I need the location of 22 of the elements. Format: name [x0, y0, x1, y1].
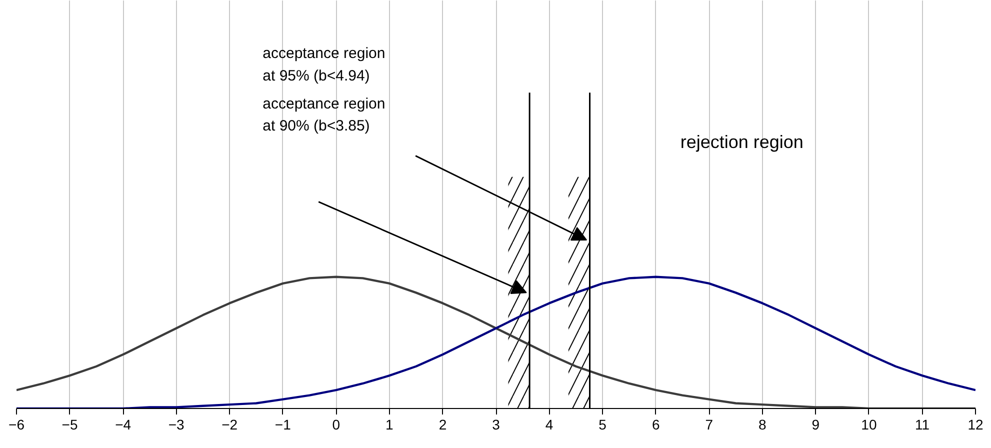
- x-tick-label: 8: [758, 416, 766, 432]
- x-tick-label: 12: [968, 416, 984, 432]
- text: acceptance region at 95% (b<4.94): [262, 45, 386, 84]
- x-tick-label: 2: [438, 416, 447, 432]
- x-tick-label: −3: [168, 416, 185, 432]
- x-tick-label: 1: [386, 416, 394, 432]
- x-tick-label: 4: [545, 416, 554, 432]
- x-tick-label: −5: [62, 416, 78, 432]
- x-tick-label: 5: [598, 416, 607, 432]
- text: rejection region: [680, 132, 804, 152]
- text: acceptance region at 90% (b<3.85): [262, 95, 386, 134]
- x-tick-label: 0: [332, 416, 340, 432]
- x-tick-label: 6: [652, 416, 660, 432]
- x-tick-label: 11: [914, 416, 930, 432]
- x-tick-label: −1: [274, 416, 292, 432]
- x-tick-label: 10: [861, 416, 877, 432]
- x-tick-label: 7: [705, 416, 714, 432]
- x-tick-label: −4: [115, 416, 132, 432]
- x-tick-label: −2: [222, 416, 238, 432]
- x-tick-label: 9: [812, 416, 820, 432]
- x-tick-label: 3: [492, 416, 500, 432]
- x-tick-label: −6: [8, 416, 25, 432]
